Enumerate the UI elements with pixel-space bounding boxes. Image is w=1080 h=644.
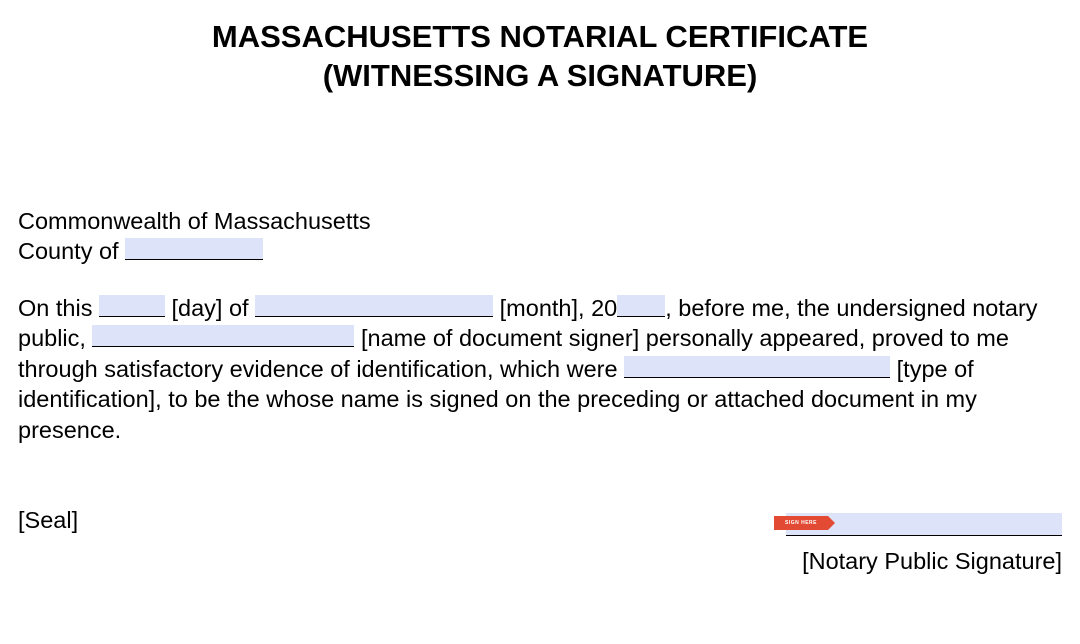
county-label: County of — [18, 238, 125, 264]
body-month-label: [month], 20 — [493, 295, 617, 321]
signature-label: [Notary Public Signature] — [786, 546, 1062, 577]
year-field[interactable] — [617, 295, 665, 317]
signature-field[interactable]: SIGN HERE — [786, 513, 1062, 536]
seal-placeholder: [Seal] — [18, 505, 78, 536]
county-field[interactable] — [125, 238, 263, 260]
sign-here-tab: SIGN HERE — [774, 516, 828, 530]
body-day-label: [day] of — [165, 295, 255, 321]
commonwealth-text: Commonwealth of Massachusetts — [18, 208, 371, 234]
certificate-body: On this [day] of [month], 20, before me,… — [18, 293, 1062, 446]
id-type-field[interactable] — [624, 356, 890, 378]
month-field[interactable] — [255, 295, 493, 317]
venue-block: Commonwealth of Massachusetts County of — [18, 206, 1062, 267]
body-text-1: On this — [18, 295, 99, 321]
document-title: MASSACHUSETTS NOTARIAL CERTIFICATE (WITN… — [18, 18, 1062, 96]
title-line-1: MASSACHUSETTS NOTARIAL CERTIFICATE — [212, 19, 868, 54]
signature-block: SIGN HERE [Notary Public Signature] — [786, 513, 1062, 576]
sign-here-label: SIGN HERE — [785, 520, 817, 527]
day-field[interactable] — [99, 295, 165, 317]
signer-name-field[interactable] — [92, 325, 354, 347]
title-line-2: (WITNESSING A SIGNATURE) — [323, 58, 758, 93]
